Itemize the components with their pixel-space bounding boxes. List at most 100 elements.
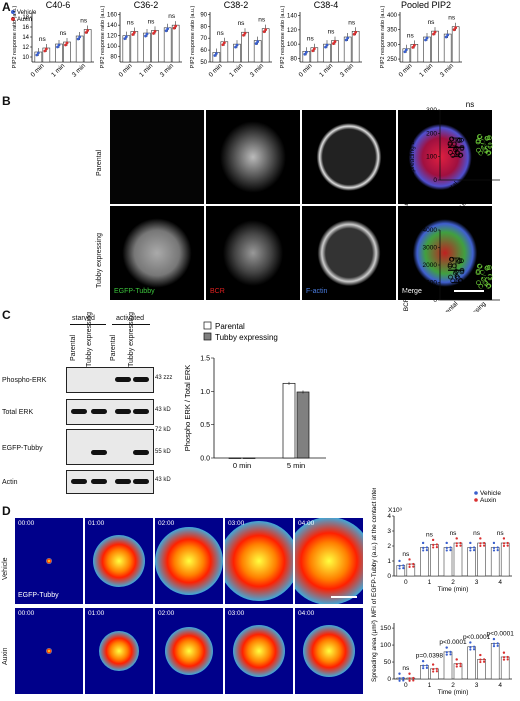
data-point: [221, 43, 225, 47]
data-point: [472, 648, 476, 651]
band: [115, 479, 131, 484]
data-point: [483, 658, 486, 661]
data-point: [455, 658, 458, 661]
data-point: [264, 28, 268, 32]
y-axis-label: MFI of EGFP-Tubby (a.u.) at the contact …: [371, 488, 378, 617]
data-point: [213, 54, 217, 57]
y-tick-label: 140: [287, 14, 298, 20]
data-point: [445, 541, 448, 544]
data-point: [487, 143, 493, 149]
data-point: [475, 139, 481, 145]
panel-letter-c: C: [2, 308, 11, 322]
data-point: [482, 660, 486, 663]
data-point: [459, 137, 464, 143]
bar: [443, 547, 453, 577]
significance-label: ns: [80, 18, 88, 25]
bar: [296, 391, 310, 459]
marker-actin: 43 kD: [155, 477, 171, 483]
data-point: [346, 36, 350, 40]
band: [133, 479, 149, 484]
y-tick-label: 300: [387, 42, 398, 48]
data-point: [435, 543, 438, 546]
data-point: [144, 34, 147, 38]
legend-auxin-label: Auxin: [17, 17, 32, 23]
data-point: [325, 43, 329, 47]
data-point: [454, 26, 458, 30]
significance-label: ns: [258, 17, 266, 24]
data-point: [64, 43, 67, 47]
band: [71, 409, 87, 414]
x-tick-label: 0 min: [298, 62, 314, 78]
y-tick-label: 150: [380, 625, 391, 632]
y-tick-label: 4: [387, 513, 391, 520]
y-axis-label: PIP2 response ratio (a.u.): [12, 5, 18, 68]
x-tick-label: 3 min: [439, 62, 455, 78]
data-point: [432, 543, 435, 546]
significance-label: ns: [148, 18, 156, 25]
y-tick-label: 300: [426, 107, 437, 114]
scale-bar: [454, 290, 484, 292]
legend-auxin-marker: [11, 17, 15, 21]
data-point: [354, 30, 358, 34]
chart-title: C36-2: [134, 0, 159, 10]
image-parental-egfp: [110, 110, 204, 204]
data-point: [435, 546, 438, 549]
data-point: [483, 281, 489, 286]
data-point: [303, 52, 307, 56]
y-tick-label: 0.5: [200, 422, 210, 429]
image-tubby-egfp: [110, 206, 204, 300]
data-point: [408, 558, 411, 561]
bar: [430, 544, 439, 577]
marker-terk: 43 kD: [155, 407, 171, 413]
marker-72: 72 kD: [155, 427, 171, 433]
x-tick-label: 0 min: [118, 62, 134, 78]
data-point: [459, 258, 464, 264]
data-point: [475, 270, 481, 276]
x-tick-label: 1: [428, 579, 432, 586]
data-point: [506, 655, 509, 659]
data-point: [84, 31, 88, 34]
legend-label-tubby: Tubby expressing: [215, 333, 278, 342]
image-parental-bcr: [206, 110, 300, 204]
timestamp: 01:00: [88, 610, 105, 617]
image-tubby-bcr: [206, 206, 300, 300]
data-point: [502, 656, 506, 659]
data-point: [459, 544, 462, 547]
timestamp: 00:00: [18, 610, 35, 617]
y-axis-label: Spreading area (µm²): [409, 114, 416, 176]
y-tick-label: 100: [287, 42, 298, 48]
y-tick-label: 3: [387, 528, 391, 535]
bar: [282, 382, 296, 459]
data-point: [172, 26, 176, 30]
band: [91, 479, 107, 484]
data-point: [458, 278, 464, 283]
data-point: [444, 35, 448, 39]
data-point: [57, 43, 61, 47]
panel-b-images: EGFP-Tubby BCR F-actin Merge: [110, 110, 492, 300]
legend-vehicle-marker: [474, 491, 478, 495]
significance-label: p<0.0001: [439, 639, 467, 646]
y-tick-label: 100: [107, 44, 118, 50]
frame-auxin-0: 00:00: [15, 608, 83, 694]
bar: [467, 646, 476, 680]
chart-title: Pooled PIP2: [401, 0, 451, 10]
data-point: [402, 567, 405, 570]
data-point: [408, 563, 411, 566]
data-point: [479, 542, 482, 545]
data-point: [457, 258, 463, 263]
bar: [396, 677, 406, 680]
data-point: [422, 541, 425, 544]
image-parental-factin: [302, 110, 396, 204]
data-point: [432, 538, 435, 541]
band: [71, 479, 87, 484]
data-point: [472, 549, 476, 552]
y-tick-label: 18: [22, 15, 29, 21]
y-axis-label: PIP2 response ratio (a.u.): [100, 5, 106, 68]
bar: [490, 643, 500, 680]
cell-signal: [165, 627, 213, 675]
x-tick-label: 4: [498, 682, 502, 689]
legend-auxin-label: Auxin: [480, 497, 497, 504]
channel-label-egfp-tubby: EGFP-Tubby: [18, 592, 59, 599]
scale-bar: [331, 596, 357, 598]
